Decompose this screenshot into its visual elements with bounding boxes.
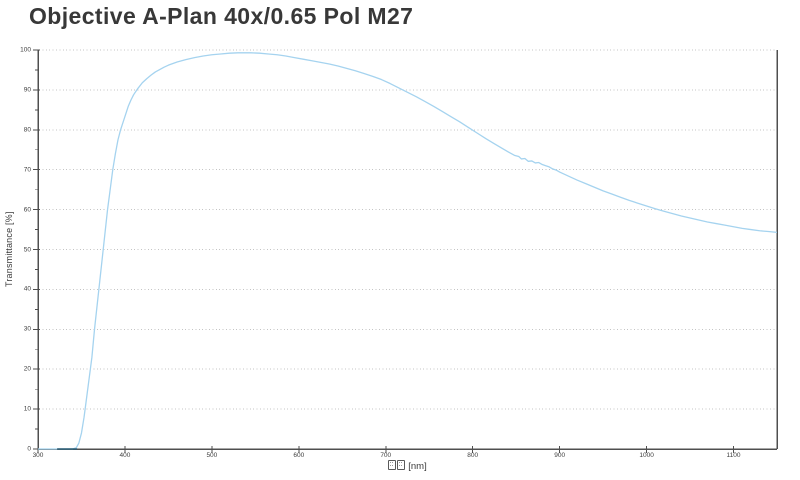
y-tick-label: 40 [23, 285, 31, 293]
y-tick-label: 90 [23, 86, 31, 94]
y-tick-label: 50 [23, 246, 31, 253]
x-tick-label: 1000 [639, 452, 654, 459]
missing-glyph-boxes [388, 460, 408, 472]
y-tick-label: 0 [27, 445, 31, 453]
x-tick-label: 600 [293, 452, 305, 459]
missing-glyph-box [397, 460, 406, 470]
y-tick-label: 10 [23, 405, 31, 413]
y-tick-label: 70 [23, 166, 31, 174]
y-tick-label: 100 [20, 46, 31, 54]
transmittance-chart-canvas [33, 49, 778, 453]
missing-glyph-box [388, 460, 397, 470]
x-tick-label: 400 [119, 452, 131, 459]
y-tick-label: 60 [23, 206, 31, 214]
x-tick-label: 800 [467, 452, 479, 459]
y-tick-label: 30 [23, 325, 31, 333]
x-tick-label: 500 [206, 452, 218, 459]
x-tick-label: 300 [32, 452, 44, 459]
horizontal-gridlines [39, 49, 777, 410]
x-axis-unit: [nm] [408, 461, 427, 472]
x-tick-label: 1100 [726, 452, 741, 459]
transmittance-plot-area [33, 49, 778, 453]
axis-ticks [33, 49, 735, 453]
chart-title: Objective A-Plan 40x/0.65 Pol M27 [29, 3, 414, 29]
x-axis-label: [nm] [38, 460, 777, 472]
x-tick-label: 700 [380, 452, 392, 459]
y-tick-label: 20 [23, 365, 31, 373]
transmittance-curve [38, 52, 778, 450]
y-tick-label: 80 [23, 126, 31, 134]
x-tick-label: 900 [554, 452, 566, 459]
